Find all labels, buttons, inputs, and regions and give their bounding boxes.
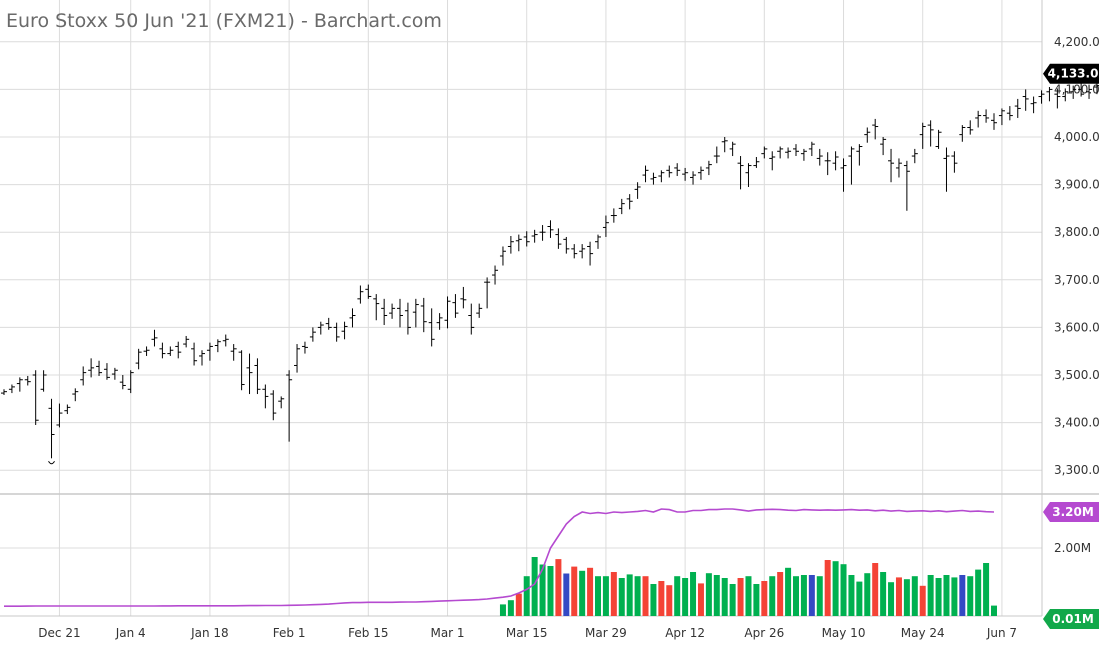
volume-bar — [832, 561, 839, 616]
volume-bar — [531, 557, 538, 616]
volume-bar — [595, 576, 601, 616]
volume-badge-bg — [1043, 609, 1099, 629]
open-interest-badge: 3.20M — [1052, 505, 1094, 519]
volume-bar — [539, 564, 546, 616]
volume-bar — [753, 584, 760, 616]
volume-bar — [872, 563, 879, 616]
volume-bar — [975, 569, 982, 616]
volume-bar — [618, 578, 625, 616]
price-tick-label: 3,900.0 — [1054, 178, 1099, 192]
volume-bar — [951, 577, 958, 616]
price-tick-label: 3,800.0 — [1054, 225, 1099, 239]
open-interest-line — [4, 508, 995, 608]
volume-bar — [563, 573, 570, 616]
price-tick-label: 3,400.0 — [1054, 416, 1099, 430]
x-tick-label: Feb 15 — [348, 626, 388, 640]
volume-bar — [943, 575, 950, 616]
volume-bar — [800, 575, 807, 616]
volume-bar — [674, 576, 681, 616]
volume-bar — [864, 573, 871, 616]
volume-bar — [626, 574, 633, 616]
volume-bar — [793, 576, 799, 616]
volume-bar — [769, 576, 776, 616]
volume-bar — [721, 578, 728, 616]
volume-bar — [840, 564, 847, 616]
volume-bar — [991, 605, 997, 616]
volume-bar — [523, 576, 530, 616]
price-tick-label: 3,600.0 — [1054, 320, 1099, 334]
volume-bar — [729, 584, 736, 616]
volume-bar — [571, 566, 578, 616]
volume-tick-label: 2.00M — [1054, 541, 1091, 555]
volume-bar — [515, 593, 522, 616]
x-tick-label: May 10 — [822, 626, 866, 640]
low-marker — [48, 461, 55, 465]
volume-bar — [785, 567, 792, 616]
volume-bar — [658, 581, 665, 616]
price-tick-label: 4,200.0 — [1054, 35, 1099, 49]
volume-bar — [666, 585, 673, 616]
open-interest-badge-bg — [1043, 502, 1099, 522]
x-tick-label: Apr 12 — [665, 626, 705, 640]
volume-bar — [848, 575, 855, 616]
x-tick-label: Jun 7 — [986, 626, 1017, 640]
volume-bar — [555, 559, 562, 616]
last-price-badge-bg — [1043, 63, 1099, 84]
price-tick-label: 4,100.0 — [1054, 82, 1099, 96]
volume-badge: 0.01M — [1052, 612, 1094, 626]
volume-bar — [713, 575, 720, 616]
volume-bar — [967, 576, 974, 616]
volume-bar — [919, 585, 926, 616]
volume-bar — [697, 583, 704, 616]
volume-bar — [816, 576, 823, 616]
volume-bar — [824, 560, 831, 616]
volume-bar — [579, 570, 586, 616]
volume-bar — [737, 578, 744, 616]
volume-bar — [935, 578, 942, 616]
volume-bar — [880, 572, 887, 616]
volume-bar — [777, 572, 784, 616]
volume-bar — [983, 563, 990, 616]
x-tick-label: Jan 4 — [115, 626, 146, 640]
volume-bar — [911, 576, 918, 616]
chart-title: Euro Stoxx 50 Jun '21 (FXM21) - Barchart… — [6, 10, 442, 32]
volume-bar — [602, 576, 609, 616]
volume-bar — [499, 604, 506, 616]
price-tick-label: 3,700.0 — [1054, 273, 1099, 287]
volume-bar — [705, 573, 712, 616]
volume-bar — [642, 576, 649, 616]
volume-bar — [808, 575, 815, 616]
volume-bar — [610, 572, 617, 616]
price-tick-label: 4,000.0 — [1054, 130, 1099, 144]
volume-bar — [634, 576, 641, 616]
x-tick-label: Dec 21 — [38, 626, 80, 640]
volume-bar — [959, 575, 966, 616]
volume-bar — [903, 579, 910, 616]
x-tick-label: Mar 29 — [585, 626, 627, 640]
last-price-badge: 4,133.0 — [1048, 67, 1099, 81]
x-tick-label: Feb 1 — [273, 626, 306, 640]
price-tick-label: 3,500.0 — [1054, 368, 1099, 382]
price-tick-label: 3,300.0 — [1054, 463, 1099, 477]
volume-bar — [856, 581, 863, 616]
volume-bar — [690, 572, 697, 616]
x-tick-label: Apr 26 — [744, 626, 784, 640]
volume-bar — [761, 581, 768, 616]
volume-bar — [507, 600, 514, 616]
volume-bar — [587, 567, 594, 616]
x-tick-label: Mar 1 — [430, 626, 464, 640]
x-tick-label: Mar 15 — [506, 626, 548, 640]
volume-bar — [650, 584, 657, 616]
volume-bar — [895, 577, 902, 616]
volume-bar — [927, 575, 934, 616]
volume-bar — [745, 576, 752, 616]
volume-bar — [547, 566, 554, 616]
volume-bar — [888, 582, 895, 616]
x-tick-label: May 24 — [901, 626, 945, 640]
volume-bar — [682, 578, 689, 616]
x-tick-label: Jan 18 — [190, 626, 229, 640]
